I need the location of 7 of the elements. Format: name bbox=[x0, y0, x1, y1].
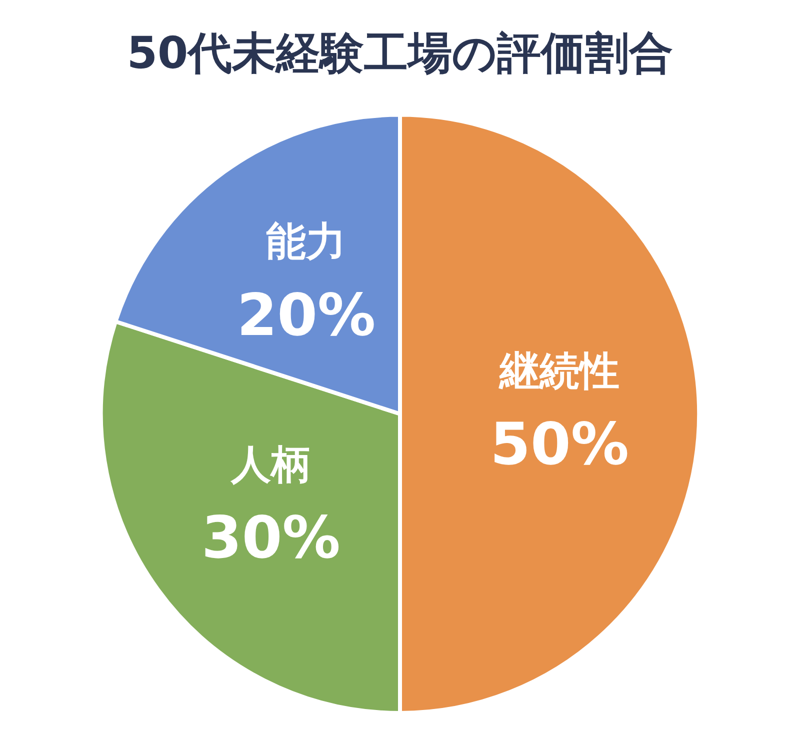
data-label: 20% bbox=[236, 280, 376, 349]
data-label: 50% bbox=[490, 410, 629, 478]
slice-label: 能力 bbox=[266, 219, 346, 266]
chart-title: 50代未経験工場の評価割合 bbox=[126, 28, 674, 79]
data-label: 30% bbox=[202, 504, 340, 572]
slice-label: 人柄 bbox=[230, 442, 311, 488]
slice-label: 継続性 bbox=[498, 348, 620, 394]
